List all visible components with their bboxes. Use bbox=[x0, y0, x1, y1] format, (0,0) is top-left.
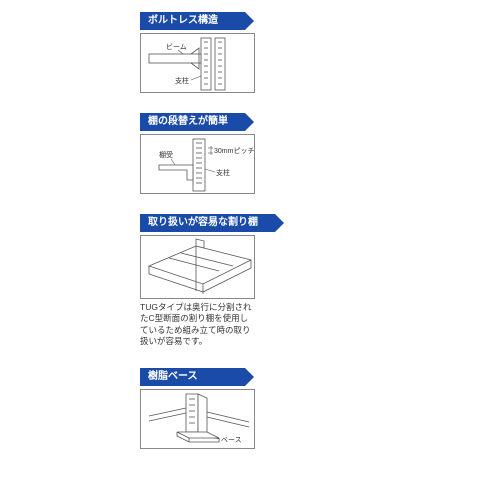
feature-diagram: ベース bbox=[140, 389, 255, 449]
feature-title: 棚の段替えが簡単 bbox=[148, 116, 228, 127]
label-base: ベース bbox=[221, 436, 242, 444]
feature-title: 樹脂ベース bbox=[148, 371, 198, 382]
feature-split-shelf: 取り扱いが容易な割り棚 TUGタイプは奥行に分割されたC型断面の割り棚を使用して… bbox=[140, 212, 500, 348]
label-pitch: 30mmピッチ bbox=[214, 147, 254, 155]
feature-boltless: ボルトレス構造 ビーム 支柱 bbox=[140, 10, 500, 93]
feature-diagram bbox=[140, 235, 255, 299]
label-post: 支柱 bbox=[216, 168, 230, 177]
feature-resin-base: 樹脂ベース ベース bbox=[140, 366, 500, 449]
feature-title: 取り扱いが容易な割り棚 bbox=[148, 217, 258, 228]
feature-header: ボルトレス構造 bbox=[140, 12, 245, 30]
feature-shelf-adjust: 棚の段替えが簡単 30mmピッチ 棚受 支柱 bbox=[140, 111, 500, 194]
label-beam: ビーム bbox=[166, 42, 187, 51]
label-post: 支柱 bbox=[175, 76, 189, 85]
feature-header: 樹脂ベース bbox=[140, 368, 245, 386]
feature-title: ボルトレス構造 bbox=[148, 15, 218, 26]
feature-description: TUGタイプは奥行に分割されたC型断面の割り棚を使用しているため組み立て時の取り… bbox=[140, 302, 255, 348]
feature-diagram: 30mmピッチ 棚受 支柱 bbox=[140, 134, 255, 194]
feature-header: 棚の段替えが簡単 bbox=[140, 113, 245, 131]
feature-diagram: ビーム 支柱 bbox=[140, 33, 255, 93]
feature-header: 取り扱いが容易な割り棚 bbox=[140, 214, 275, 232]
label-shelf: 棚受 bbox=[159, 150, 173, 159]
